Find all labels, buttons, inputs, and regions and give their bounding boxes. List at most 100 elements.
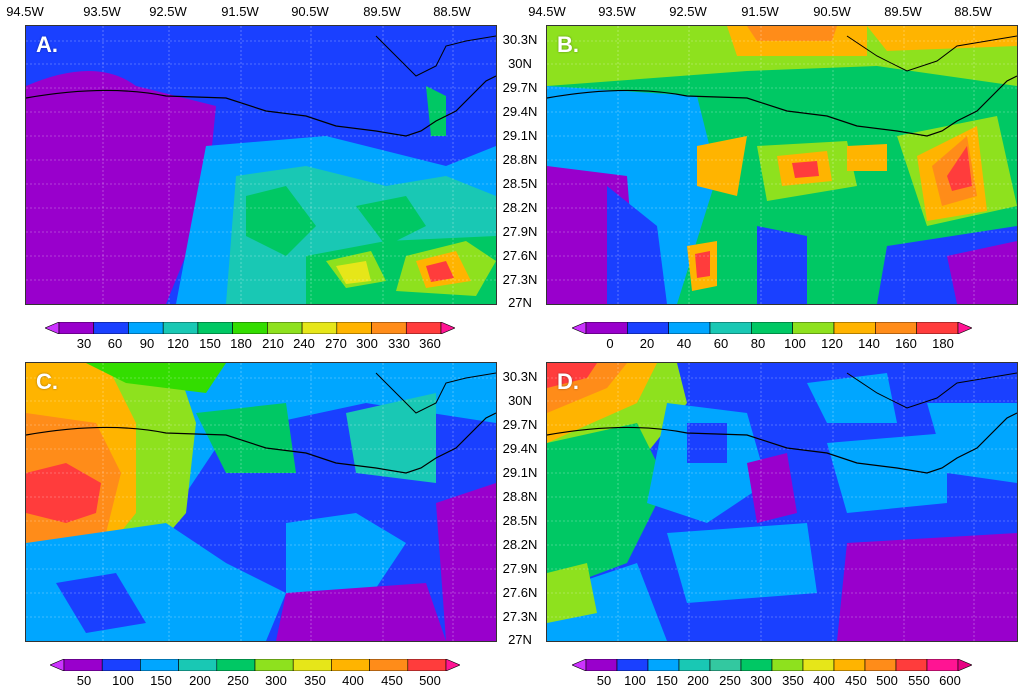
colorbar-swatch bbox=[668, 322, 711, 334]
lon-label: 89.5W bbox=[884, 4, 922, 19]
lon-label: 91.5W bbox=[221, 4, 259, 19]
colorbar-swatch bbox=[916, 322, 959, 334]
colorbar-tick: 300 bbox=[265, 673, 287, 688]
colorbar-swatch bbox=[101, 659, 141, 671]
colorbar-tick: 60 bbox=[107, 336, 123, 351]
lon-label: 88.5W bbox=[954, 4, 992, 19]
colorbar-swatch bbox=[254, 659, 294, 671]
lat-label: 29.7N bbox=[502, 417, 538, 432]
lat-label: 29.1N bbox=[502, 128, 538, 143]
colorbar-tick: 240 bbox=[293, 336, 315, 351]
colorbar-swatch bbox=[864, 659, 897, 671]
colorbar-swatch bbox=[740, 659, 773, 671]
colorbar-arrow-high bbox=[957, 659, 972, 671]
colorbar-arrow-low bbox=[45, 322, 60, 334]
colorbar-swatch bbox=[895, 659, 928, 671]
lat-label: 27.9N bbox=[502, 561, 538, 576]
colorbar-tick: 30 bbox=[76, 336, 92, 351]
map-panel-d: D. bbox=[546, 362, 1018, 642]
colorbar-c bbox=[50, 659, 460, 671]
colorbar-swatch bbox=[875, 322, 917, 334]
colorbar-swatch bbox=[751, 322, 793, 334]
lat-label: 30.3N bbox=[502, 32, 538, 47]
colorbar-swatch bbox=[371, 322, 407, 334]
colorbar-swatch bbox=[292, 659, 332, 671]
colorbar-tick: 100 bbox=[784, 336, 806, 351]
lon-label: 92.5W bbox=[669, 4, 707, 19]
colorbar-tick: 600 bbox=[939, 673, 961, 688]
colorbar-swatch bbox=[197, 322, 233, 334]
map-b-svg bbox=[547, 26, 1017, 304]
colorbar-swatch bbox=[926, 659, 959, 671]
colorbar-tick: 300 bbox=[356, 336, 378, 351]
lon-label: 94.5W bbox=[6, 4, 44, 19]
colorbar-c-svg bbox=[50, 659, 460, 671]
lon-label: 93.5W bbox=[598, 4, 636, 19]
colorbar-swatch bbox=[833, 659, 866, 671]
colorbar-swatch bbox=[267, 322, 303, 334]
lon-label: 93.5W bbox=[83, 4, 121, 19]
colorbar-tick: 100 bbox=[112, 673, 134, 688]
colorbar-tick: 160 bbox=[895, 336, 917, 351]
colorbar-a bbox=[45, 322, 455, 334]
panel-label: B. bbox=[557, 32, 579, 57]
colorbar-tick: 150 bbox=[199, 336, 221, 351]
colorbar-swatch bbox=[627, 322, 669, 334]
lon-label: 92.5W bbox=[149, 4, 187, 19]
lat-label: 30N bbox=[508, 393, 532, 408]
colorbar-tick: 0 bbox=[606, 336, 614, 351]
colorbar-swatch bbox=[709, 659, 742, 671]
colorbar-tick: 500 bbox=[876, 673, 898, 688]
lat-label: 27.6N bbox=[502, 585, 538, 600]
colorbar-tick: 350 bbox=[782, 673, 804, 688]
lon-label: 90.5W bbox=[291, 4, 329, 19]
colorbar-tick: 500 bbox=[419, 673, 441, 688]
colorbar-b bbox=[572, 322, 972, 334]
panel-label: C. bbox=[36, 369, 58, 394]
colorbar-tick: 210 bbox=[262, 336, 284, 351]
colorbar-tick: 330 bbox=[388, 336, 410, 351]
lat-label: 29.4N bbox=[502, 104, 538, 119]
colorbar-tick: 20 bbox=[639, 336, 655, 351]
colorbar-swatch bbox=[336, 322, 372, 334]
lat-label: 28.2N bbox=[502, 537, 538, 552]
map-panel-b: B. bbox=[546, 25, 1018, 305]
lat-label: 28.2N bbox=[502, 200, 538, 215]
colorbar-tick: 400 bbox=[342, 673, 364, 688]
lat-label: 28.8N bbox=[502, 489, 538, 504]
colorbar-swatch bbox=[58, 322, 95, 334]
panel-label: A. bbox=[36, 32, 58, 57]
colorbar-swatch bbox=[162, 322, 199, 334]
lat-label: 29.4N bbox=[502, 441, 538, 456]
lat-label: 27N bbox=[508, 632, 532, 647]
colorbar-swatch bbox=[771, 659, 804, 671]
lat-label: 29.7N bbox=[502, 80, 538, 95]
map-d-svg bbox=[547, 363, 1017, 641]
colorbar-tick: 90 bbox=[139, 336, 155, 351]
colorbar-tick: 200 bbox=[189, 673, 211, 688]
map-panel-c: C. bbox=[25, 362, 497, 642]
colorbar-swatch bbox=[140, 659, 179, 671]
colorbar-tick: 180 bbox=[230, 336, 252, 351]
colorbar-d-svg bbox=[572, 659, 972, 671]
colorbar-tick: 350 bbox=[304, 673, 326, 688]
lat-label: 27.3N bbox=[502, 609, 538, 624]
colorbar-tick: 100 bbox=[624, 673, 646, 688]
colorbar-tick: 150 bbox=[150, 673, 172, 688]
lon-label: 91.5W bbox=[741, 4, 779, 19]
lon-label: 90.5W bbox=[813, 4, 851, 19]
colorbar-swatch bbox=[216, 659, 256, 671]
colorbar-swatch bbox=[792, 322, 835, 334]
colorbar-arrow-low bbox=[572, 322, 587, 334]
lat-label: 29.1N bbox=[502, 465, 538, 480]
colorbar-swatch bbox=[678, 659, 711, 671]
lon-label: 94.5W bbox=[528, 4, 566, 19]
map-panel-a: A. bbox=[25, 25, 497, 305]
map-c-svg bbox=[26, 363, 496, 641]
lat-label: 27.9N bbox=[502, 224, 538, 239]
lat-label: 27.6N bbox=[502, 248, 538, 263]
colorbar-swatch bbox=[709, 322, 752, 334]
colorbar-swatch bbox=[232, 322, 268, 334]
lon-label: 88.5W bbox=[433, 4, 471, 19]
lat-label: 28.5N bbox=[502, 513, 538, 528]
